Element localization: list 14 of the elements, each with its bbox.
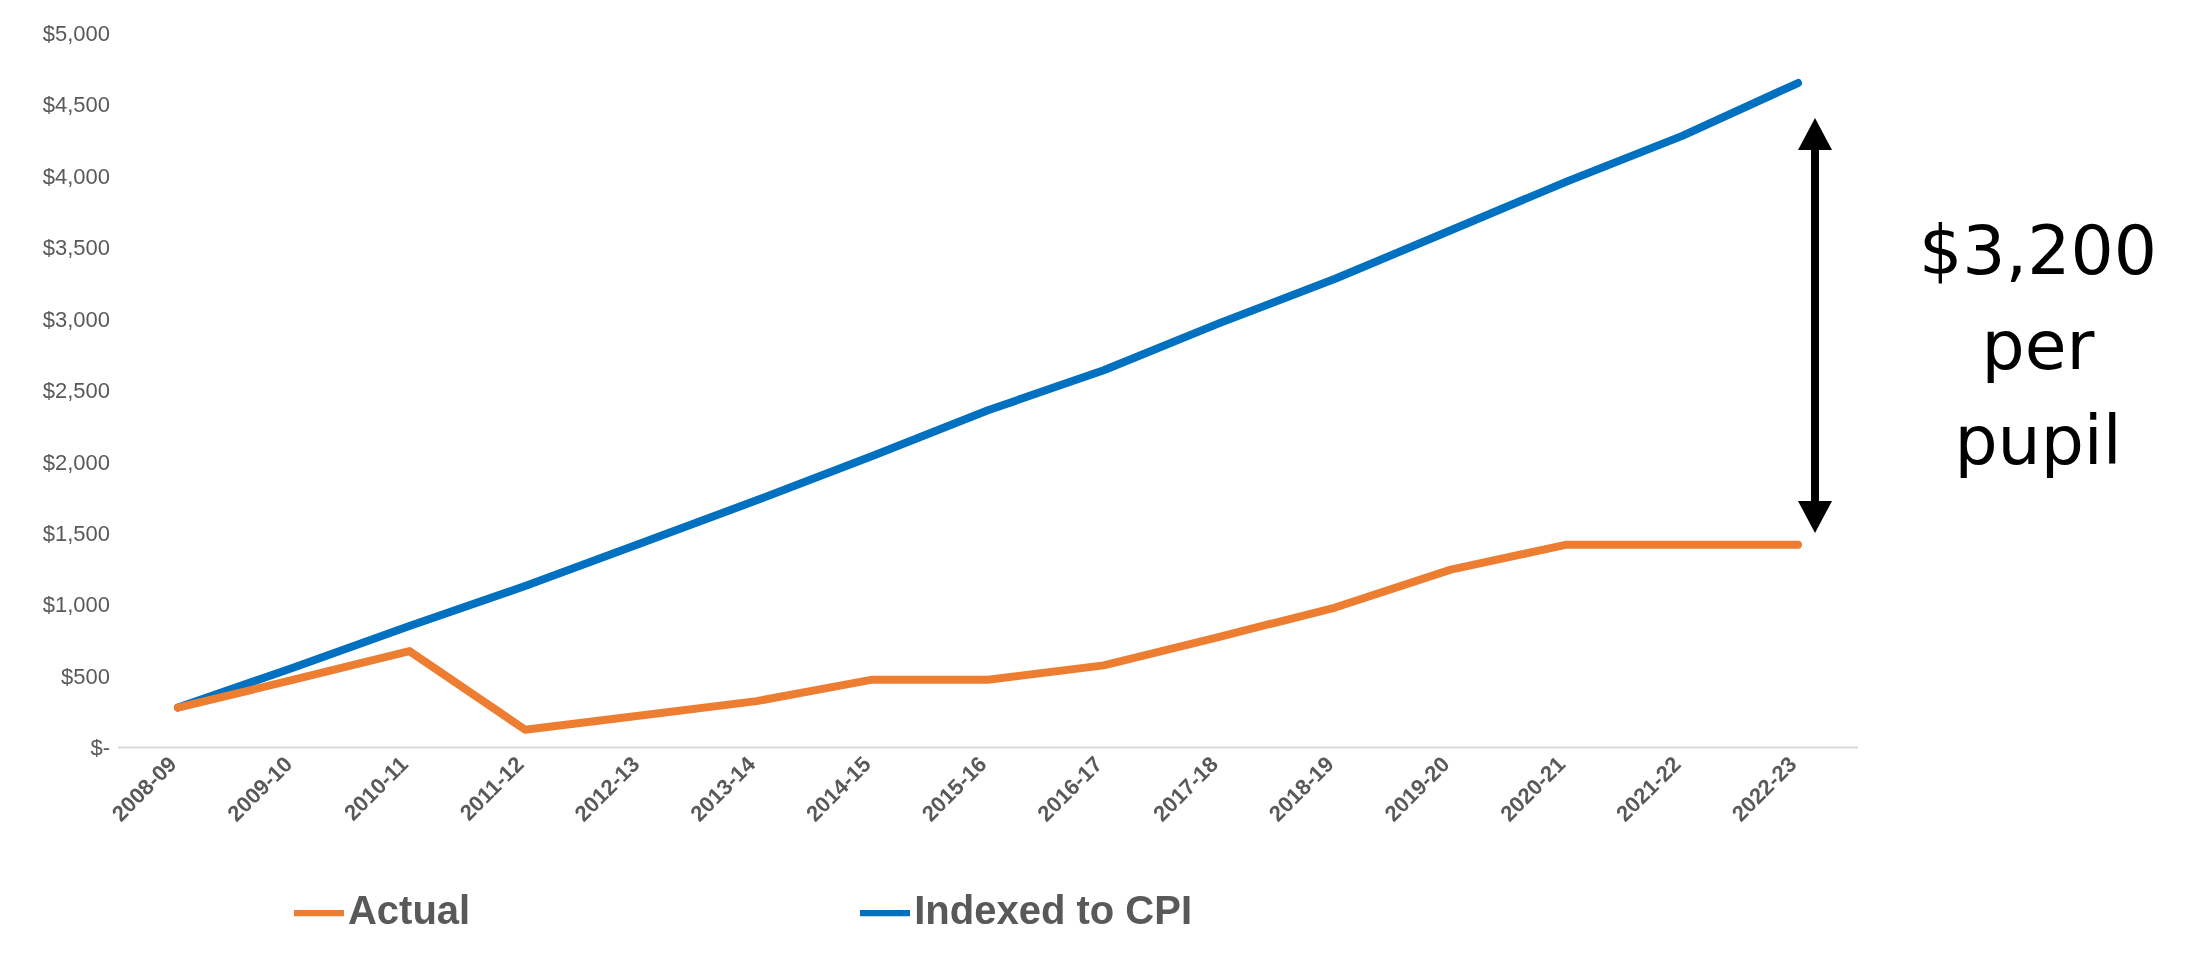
y-tick-label: $4,500 — [42, 92, 110, 118]
y-tick-label: $4,000 — [42, 163, 110, 189]
y-tick-label: $5,000 — [42, 20, 110, 46]
text: $3,200 per pupil — [1918, 210, 2158, 482]
y-tick-label: $3,000 — [42, 306, 110, 332]
legend-label: Actual — [347, 887, 471, 932]
legend-label: Indexed to CPI — [914, 887, 1193, 932]
y-tick-label: $500 — [61, 663, 110, 689]
y-tick-label: $- — [90, 735, 110, 761]
y-tick-label: $2,000 — [42, 449, 110, 475]
y-tick-label: $1,500 — [42, 521, 110, 546]
y-tick-label: $1,000 — [42, 592, 110, 618]
y-tick-label: $2,500 — [42, 378, 110, 404]
y-tick-label: $3,500 — [42, 235, 110, 261]
